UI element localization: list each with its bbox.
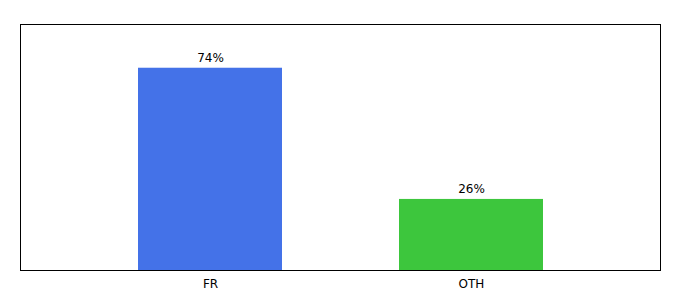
svg-text:OTH: OTH [459, 277, 485, 291]
svg-text:FR: FR [203, 277, 218, 291]
svg-text:26%: 26% [458, 182, 485, 196]
svg-text:74%: 74% [197, 51, 224, 65]
